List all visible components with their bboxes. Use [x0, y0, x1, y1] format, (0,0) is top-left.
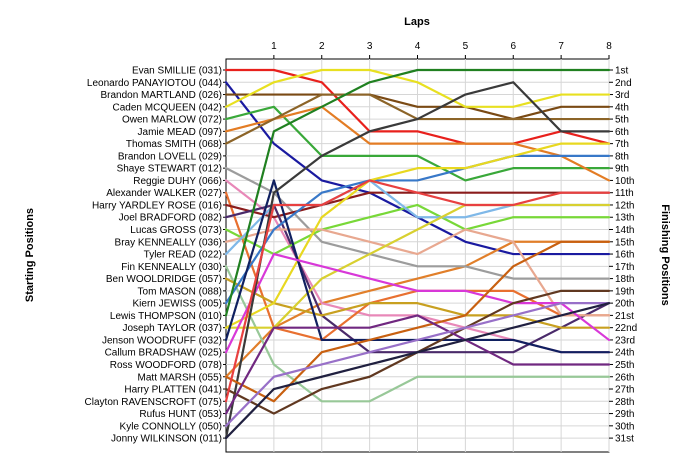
driver-label: Joseph TAYLOR (037) [123, 323, 223, 334]
finish-label: 23rd [615, 335, 635, 346]
driver-label: Joel BRADFORD (082) [119, 213, 222, 224]
x-tick-label: 6 [510, 41, 516, 52]
finish-label: 21st [615, 311, 634, 322]
x-tick-label: 4 [415, 41, 421, 52]
finish-label: 9th [615, 164, 629, 175]
series-line [224, 252, 611, 354]
series-line [224, 228, 611, 317]
finish-label: 13th [615, 213, 634, 224]
series-line [224, 265, 611, 403]
finish-label: 10th [615, 176, 634, 187]
series-line [224, 142, 611, 329]
series-layer [224, 68, 611, 440]
finish-label: 8th [615, 151, 629, 162]
finish-label: 11th [615, 188, 634, 199]
finish-label: 26th [615, 372, 634, 383]
driver-label: Alexander WALKER (027) [106, 188, 222, 199]
driver-label: Caden MCQUEEN (042) [113, 102, 222, 113]
finish-label: 31st [615, 434, 634, 445]
driver-label: Callum BRADSHAW (025) [105, 348, 222, 359]
x-tick-label: 1 [271, 41, 277, 52]
series-line [224, 203, 611, 329]
finish-label: 24th [615, 348, 634, 359]
finish-label: 28th [615, 397, 634, 408]
series-line [224, 105, 611, 182]
driver-label: Lewis THOMPSON (010) [110, 311, 222, 322]
series-line [224, 154, 611, 305]
driver-label: Tyler READ (022) [144, 250, 222, 261]
driver-label: Tom MASON (088) [138, 286, 222, 297]
driver-label: Evan SMILLIE (031) [132, 66, 222, 77]
series-line [224, 179, 611, 403]
finish-label: 1st [615, 66, 629, 77]
driver-label: Clayton RAVENSCROFT (075) [85, 397, 222, 408]
x-tick-label: 8 [606, 41, 612, 52]
driver-label: Rufus HUNT (053) [139, 409, 222, 420]
finish-label: 27th [615, 385, 634, 396]
driver-label: Kyle CONNOLLY (050) [120, 421, 222, 432]
finish-label: 14th [615, 225, 634, 236]
driver-label: Bray KENNEALLY (036) [115, 237, 222, 248]
series-line [224, 68, 611, 145]
finish-label: 15th [615, 237, 634, 248]
series-line [224, 93, 611, 121]
driver-label: Lucas GROSS (073) [130, 225, 222, 236]
series-line [224, 277, 611, 329]
x-tick-label: 2 [319, 41, 325, 52]
finish-label: 18th [615, 274, 634, 285]
driver-label: Ross WOODFORD (078) [110, 360, 222, 371]
series-line [224, 314, 611, 415]
finish-label: 16th [615, 250, 634, 261]
series-line [224, 302, 611, 440]
y-axis-right-title: Finishing Positions [659, 204, 671, 305]
finish-label: 6th [615, 127, 629, 138]
driver-label: Leonardo PANAYIOTOU (044) [87, 78, 222, 89]
driver-label: Thomas SMITH (068) [126, 139, 222, 150]
driver-label: Harry PLATTEN (041) [124, 385, 222, 396]
finish-label: 3rd [615, 90, 629, 101]
series-line [224, 68, 611, 108]
series-line [224, 240, 611, 378]
driver-label: Jenson WOODRUFF (032) [102, 335, 222, 346]
driver-label: Kiern JEWISS (005) [133, 299, 222, 310]
label-layer: 1 2 3 4 5 6 7 8 Evan SMILLIE (031)Leonardo PANAY… [85, 41, 638, 445]
finish-label: 30th [615, 421, 634, 432]
finish-label: 22nd [615, 323, 637, 334]
driver-label: Shaye STEWART (012) [117, 164, 222, 175]
x-tick-label: 7 [558, 41, 564, 52]
finish-label: 2nd [615, 78, 632, 89]
driver-label: Matt MARSH (055) [138, 372, 222, 383]
driver-label: Ben WOOLDRIDGE (057) [106, 274, 222, 285]
y-axis-left-title: Starting Positions [24, 208, 36, 302]
series-line [224, 203, 611, 256]
driver-label: Harry YARDLEY ROSE (016) [92, 200, 222, 211]
finish-label: 5th [615, 115, 629, 126]
finish-label: 19th [615, 286, 634, 297]
finish-label: 4th [615, 102, 629, 113]
x-tick-label: 3 [367, 41, 373, 52]
driver-label: Jonny WILKINSON (011) [111, 434, 222, 445]
finish-label: 20th [615, 299, 634, 310]
finish-label: 12th [615, 200, 634, 211]
driver-label: Brandon MARTLAND (026) [100, 90, 222, 101]
driver-label: Jamie MEAD (097) [138, 127, 222, 138]
driver-label: Fin KENNEALLY (030) [121, 262, 222, 273]
finish-label: 17th [615, 262, 634, 273]
finish-label: 7th [615, 139, 629, 150]
chart-title: Laps [404, 16, 430, 28]
series-line [224, 302, 611, 427]
series-line [224, 81, 611, 440]
driver-label: Reggie DUHY (066) [133, 176, 222, 187]
driver-label: Brandon LOVELL (029) [118, 151, 222, 162]
series-line [224, 167, 611, 280]
driver-label: Owen MARLOW (072) [122, 115, 222, 126]
finish-label: 25th [615, 360, 634, 371]
x-tick-label: 5 [463, 41, 469, 52]
series-line [224, 68, 611, 317]
finish-label: 29th [615, 409, 634, 420]
